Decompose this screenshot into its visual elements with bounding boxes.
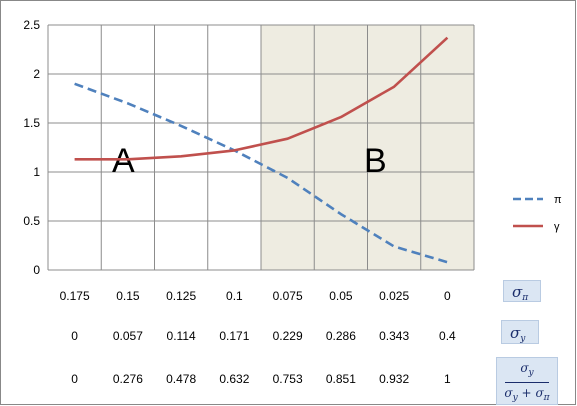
- table-cell: 0.632: [219, 372, 249, 386]
- sigma-symbol: σ: [512, 283, 523, 301]
- gamma-subscript: y: [520, 334, 526, 344]
- legend-label-pi: π: [554, 194, 562, 206]
- region-b-label: B: [364, 142, 387, 180]
- table-cell: 0: [71, 329, 78, 343]
- table-cell: 0.343: [379, 329, 409, 343]
- x-tick-label: 0.175: [60, 289, 90, 303]
- y-tick-label: 0.5: [23, 214, 40, 228]
- table-cell: 0.286: [326, 329, 356, 343]
- y-axis-ticks: 0 0.5 1 1.5 2 2.5: [23, 18, 40, 277]
- x-tick-label: 0.075: [273, 289, 303, 303]
- table-cell: 1: [444, 372, 451, 386]
- sigma-symbol: σ: [510, 324, 521, 342]
- table-cell: 0.478: [166, 372, 196, 386]
- x-tick-label: 0.125: [166, 289, 196, 303]
- legend: π γ: [513, 194, 562, 233]
- sigma-ratio-label: σy σy + σπ: [496, 357, 558, 405]
- y-tick-label: 1.5: [23, 116, 40, 130]
- fraction-bar: [505, 382, 549, 383]
- series-gamma-line: [74, 36, 449, 161]
- x-tick-label: 0.025: [379, 289, 409, 303]
- y-tick-label: 1: [33, 165, 40, 179]
- y-tick-label: 2: [33, 67, 40, 81]
- region-a-label: A: [112, 142, 135, 180]
- ratio-numerator: σy: [520, 361, 534, 378]
- y-tick-label: 2.5: [23, 18, 40, 32]
- sigma-gamma-label: σy: [501, 320, 539, 344]
- table-cell: 0.851: [326, 372, 356, 386]
- table-cell: 0.171: [219, 329, 249, 343]
- table-cell: 0.276: [113, 372, 143, 386]
- series-pi-line: [74, 82, 448, 264]
- x-tick-label: 0: [444, 289, 451, 303]
- y-tick-label: 0: [33, 263, 40, 277]
- table-cell: 0.229: [273, 329, 303, 343]
- legend-label-gamma: γ: [554, 221, 560, 233]
- table-cell: 0.932: [379, 372, 409, 386]
- x-tick-label: 0.05: [329, 289, 353, 303]
- table-cell: 0.753: [273, 372, 303, 386]
- table-cell: 0.4: [439, 329, 456, 343]
- x-tick-label: 0.1: [226, 289, 243, 303]
- x-tick-label: 0.15: [116, 289, 140, 303]
- sigma-pi-label: σπ: [503, 280, 541, 303]
- value-table: 0.175 0.15 0.125 0.1 0.075 0.05 0.025 0 0 0.057 0.…: [60, 289, 456, 386]
- table-cell: 0.114: [167, 329, 196, 343]
- ratio-denominator: σy + σπ: [504, 386, 550, 403]
- table-cell: 0.057: [113, 329, 143, 343]
- pi-subscript: π: [522, 293, 529, 303]
- table-cell: 0: [71, 372, 78, 386]
- series-lines: [74, 36, 449, 264]
